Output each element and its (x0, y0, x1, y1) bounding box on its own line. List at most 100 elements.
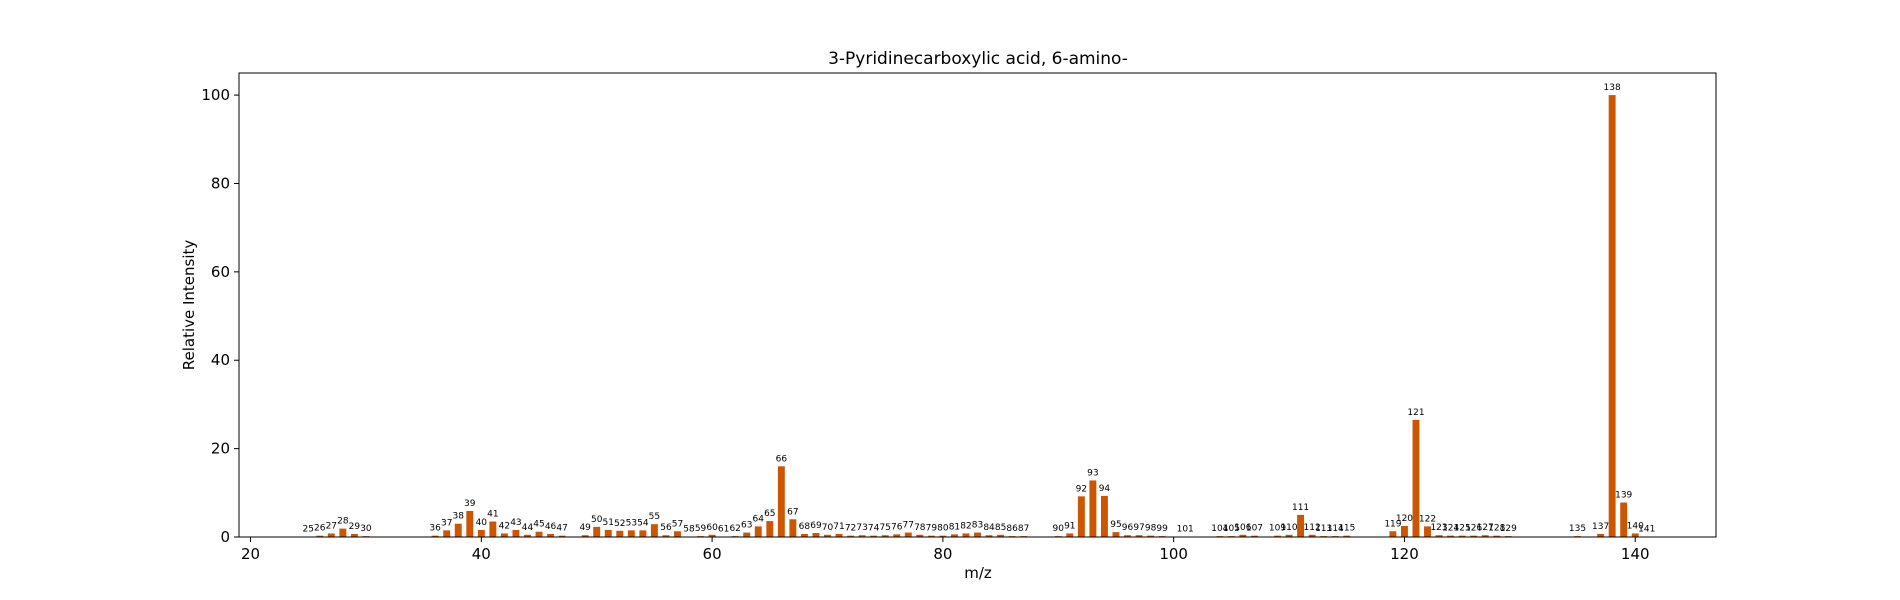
bar-mz-42 (500, 533, 508, 537)
bar-mz-115 (1343, 535, 1351, 537)
bar-mz-137 (1597, 533, 1605, 537)
bar-mz-123 (1435, 535, 1443, 537)
data-label-mz-85: 85 (995, 523, 1006, 533)
bar-mz-37 (443, 530, 451, 537)
data-label-mz-135: 135 (1569, 524, 1586, 534)
data-label-mz-73: 73 (856, 523, 867, 533)
bar-mz-77 (904, 532, 912, 537)
bar-mz-50 (593, 526, 601, 537)
data-label-mz-57: 57 (672, 519, 683, 529)
bar-mz-29 (350, 533, 358, 537)
bar-mz-36 (431, 535, 439, 537)
bar-mz-68 (800, 533, 808, 537)
data-label-mz-45: 45 (533, 520, 544, 530)
data-label-mz-96: 96 (1122, 523, 1134, 533)
data-label-mz-70: 70 (822, 523, 834, 533)
data-label-mz-56: 56 (660, 523, 672, 533)
bar-mz-73 (858, 535, 866, 537)
bar-mz-112 (1308, 534, 1316, 537)
bar-mz-111 (1297, 514, 1305, 537)
data-label-mz-51: 51 (603, 518, 614, 528)
bars-group (304, 95, 1651, 537)
bar-mz-128 (1493, 535, 1501, 537)
bar-mz-125 (1458, 535, 1466, 537)
plot-frame (238, 72, 1717, 538)
bar-mz-124 (1447, 535, 1455, 537)
data-label-mz-61: 61 (718, 525, 729, 535)
data-label-mz-36: 36 (429, 524, 441, 534)
data-label-mz-39: 39 (464, 499, 476, 509)
x-tick-label: 140 (1621, 545, 1650, 563)
bar-mz-93 (1089, 480, 1097, 537)
bar-mz-96 (1124, 535, 1131, 537)
bar-mz-54 (639, 530, 647, 537)
chart-title: 3-Pyridinecarboxylic acid, 6-amino- (828, 49, 1128, 69)
data-label-mz-115: 115 (1338, 524, 1355, 534)
y-tick-label: 60 (211, 263, 230, 281)
bar-mz-76 (893, 534, 901, 537)
bar-mz-51 (604, 529, 612, 537)
bar-mz-26 (316, 535, 324, 537)
data-label-mz-76: 76 (891, 522, 903, 532)
x-tick-label: 60 (703, 545, 722, 563)
data-label-mz-64: 64 (753, 514, 765, 524)
data-label-mz-140: 140 (1627, 521, 1644, 531)
data-label-mz-66: 66 (776, 454, 788, 464)
data-label-mz-86: 86 (1006, 524, 1018, 534)
bar-mz-52 (616, 530, 624, 537)
bar-mz-85 (997, 534, 1005, 537)
data-label-mz-129: 129 (1500, 524, 1517, 534)
bar-mz-40 (477, 529, 485, 537)
bar-mz-56 (662, 535, 670, 537)
data-label-mz-30: 30 (360, 524, 372, 534)
bar-mz-46 (547, 533, 555, 537)
data-label-mz-83: 83 (972, 521, 983, 531)
bar-mz-127 (1481, 535, 1489, 537)
data-label-mz-69: 69 (810, 521, 822, 531)
bar-mz-106 (1239, 534, 1247, 537)
data-label-mz-104: 104 (1211, 524, 1228, 534)
bar-mz-78 (916, 534, 924, 537)
bar-mz-63 (743, 532, 751, 537)
data-label-mz-105: 105 (1223, 524, 1240, 534)
data-label-mz-101: 101 (1177, 525, 1194, 535)
bar-mz-98 (1147, 535, 1155, 537)
bar-mz-126 (1470, 535, 1478, 537)
data-label-mz-28: 28 (337, 517, 349, 527)
data-label-mz-92: 92 (1076, 484, 1087, 494)
bar-mz-41 (489, 521, 497, 537)
bar-mz-39 (466, 510, 474, 537)
bar-mz-110 (1285, 534, 1293, 537)
data-label-mz-71: 71 (833, 522, 844, 532)
bar-mz-109 (1274, 535, 1281, 537)
bar-mz-55 (650, 524, 658, 537)
data-label-mz-50: 50 (591, 515, 603, 525)
data-label-mz-68: 68 (799, 522, 811, 532)
bar-mz-53 (627, 530, 635, 537)
bar-mz-64 (754, 526, 762, 537)
x-tick-label: 120 (1390, 545, 1419, 563)
data-label-mz-95: 95 (1110, 520, 1121, 530)
bar-mz-79 (927, 535, 935, 537)
bar-mz-140 (1631, 533, 1639, 537)
data-label-mz-40: 40 (476, 518, 488, 528)
data-label-mz-55: 55 (649, 512, 660, 522)
data-label-mz-79: 79 (926, 524, 938, 534)
data-label-mz-97: 97 (1133, 523, 1144, 533)
data-label-mz-84: 84 (983, 523, 995, 533)
bar-mz-97 (1135, 535, 1143, 537)
bar-mz-38 (454, 523, 462, 537)
bar-mz-65 (766, 521, 774, 537)
data-label-mz-141: 141 (1638, 525, 1655, 535)
data-label-mz-67: 67 (787, 507, 798, 517)
data-label-mz-106: 106 (1234, 523, 1251, 533)
bar-mz-138 (1608, 95, 1616, 537)
data-label-mz-120: 120 (1396, 514, 1413, 524)
data-label-mz-127: 127 (1477, 523, 1494, 533)
data-label-mz-128: 128 (1488, 524, 1505, 534)
data-label-mz-53: 53 (626, 518, 637, 528)
data-label-mz-42: 42 (499, 521, 510, 531)
bar-mz-81 (950, 534, 958, 537)
